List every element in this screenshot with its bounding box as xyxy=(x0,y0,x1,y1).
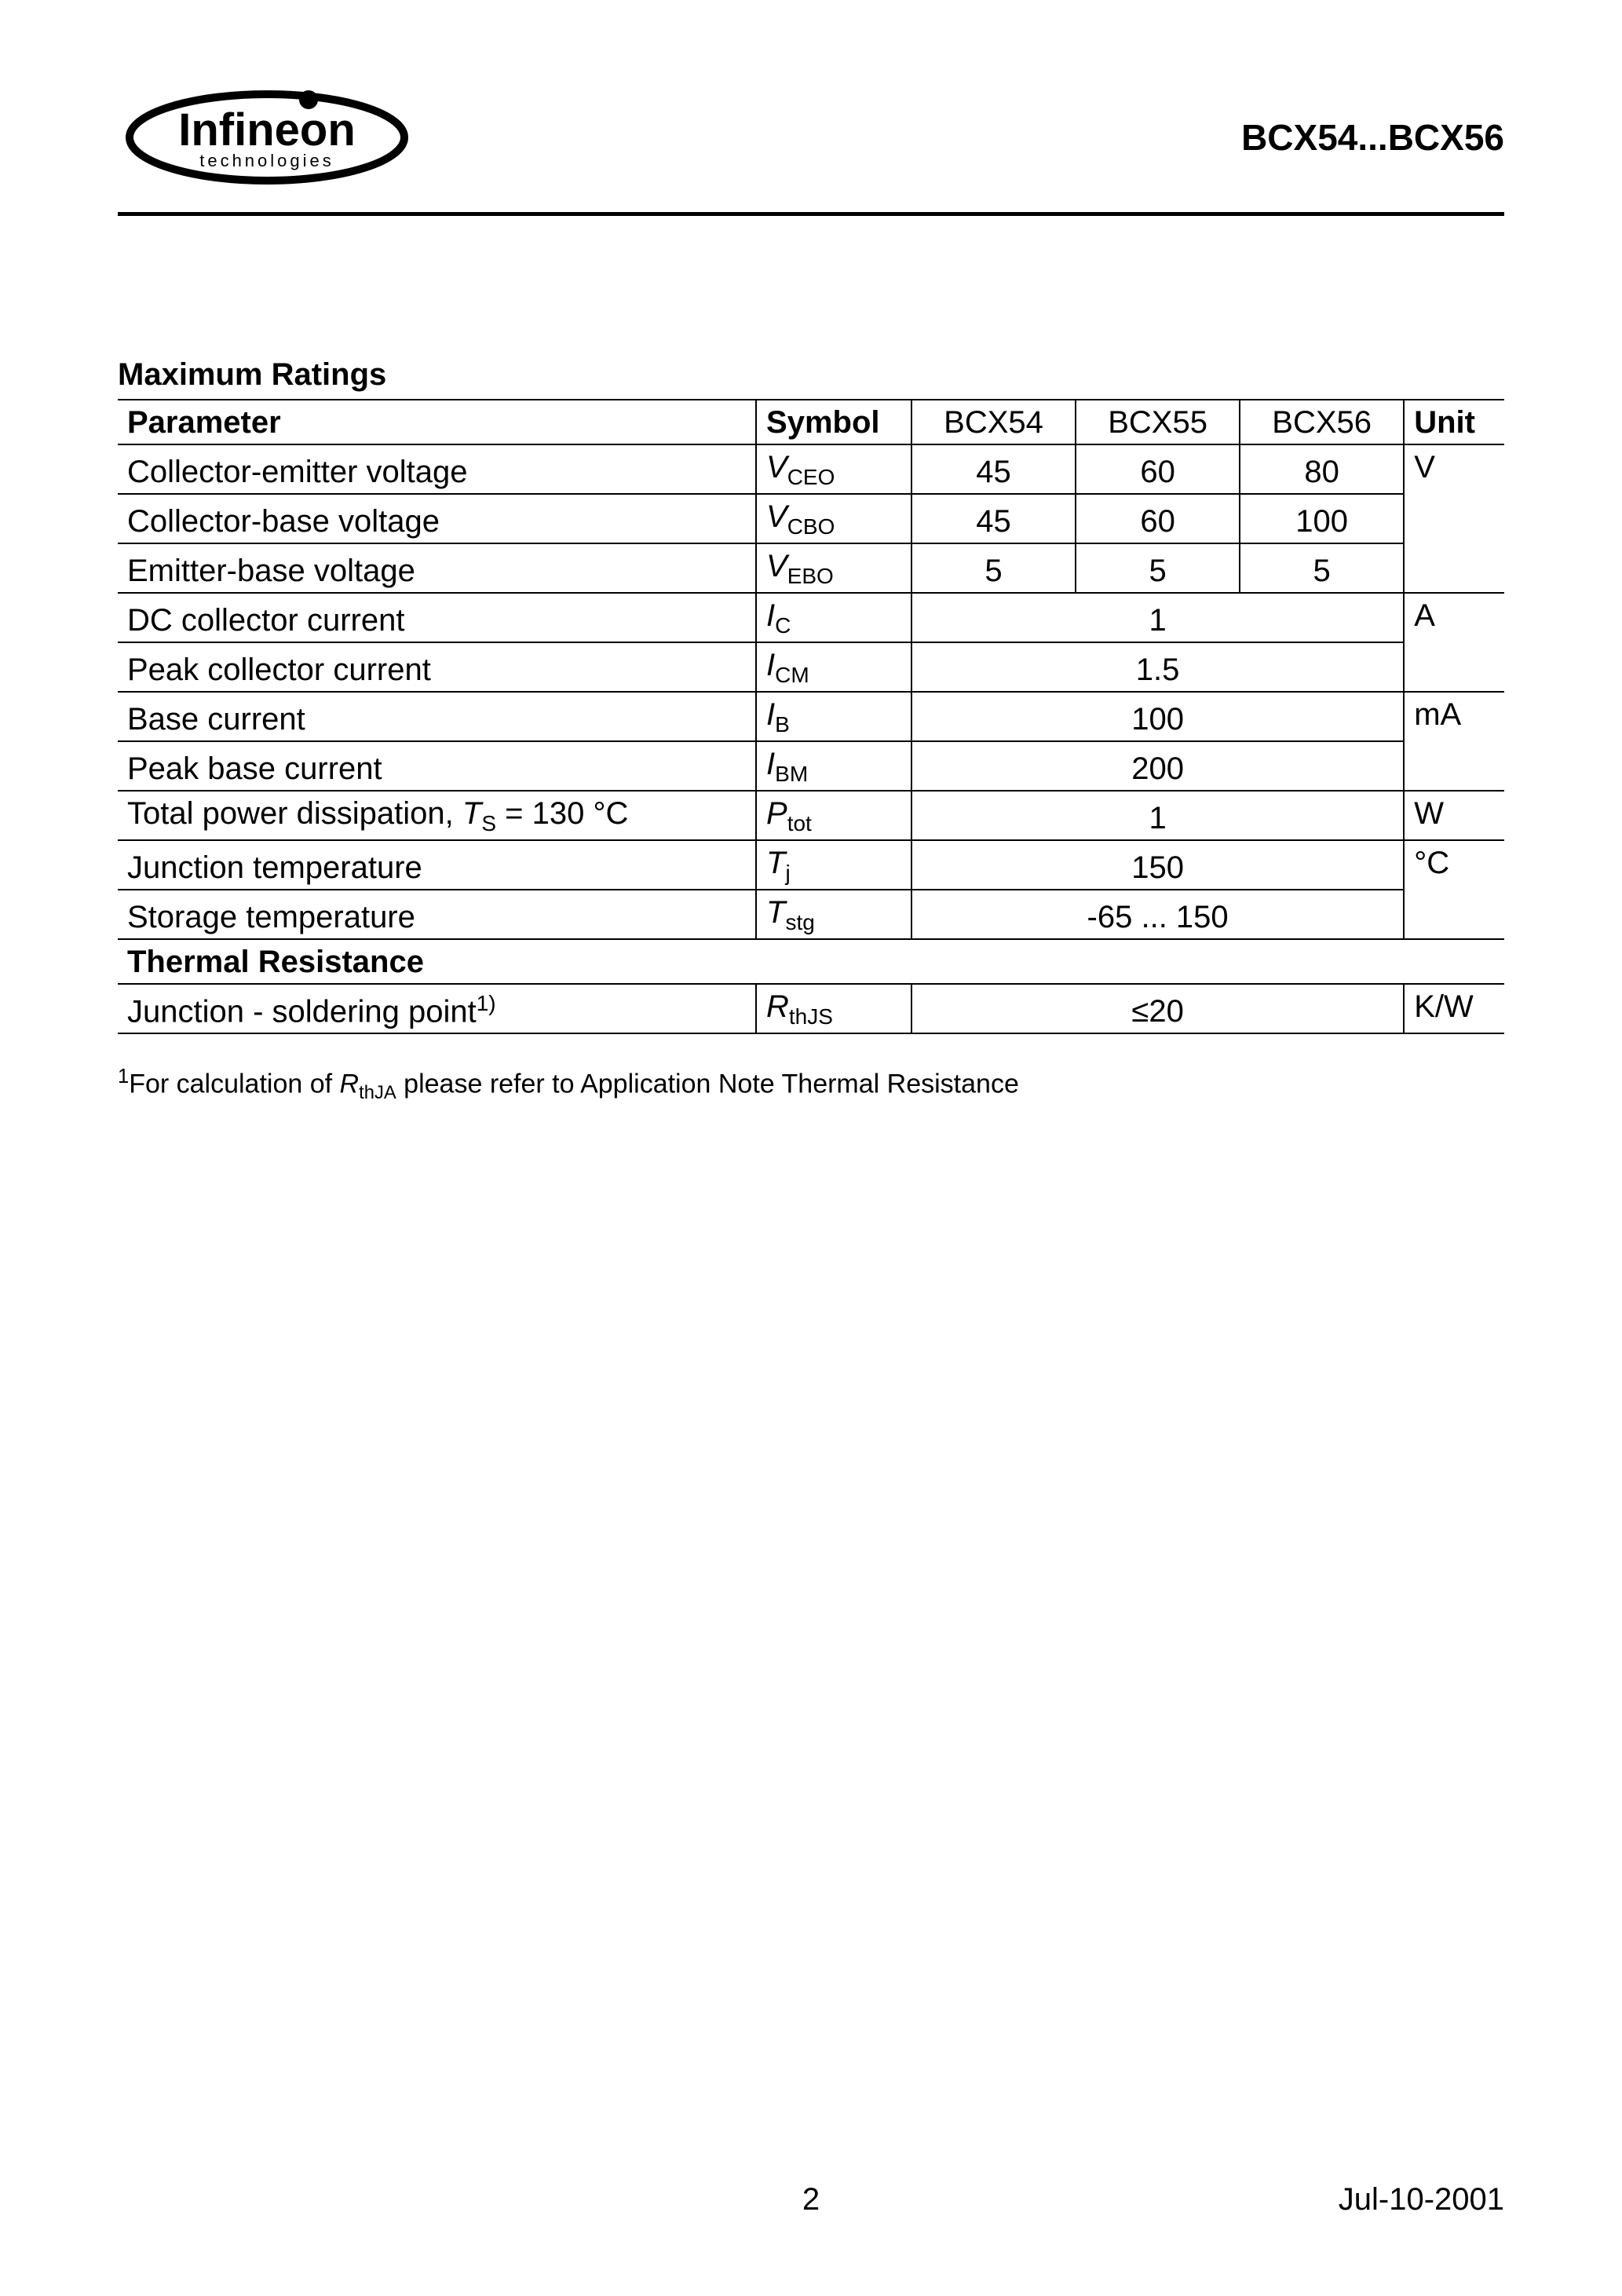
value-cell: 5 xyxy=(1240,543,1404,593)
symbol-cell: VCBO xyxy=(756,494,911,543)
parameter-cell: Emitter-base voltage xyxy=(118,543,756,593)
symbol-cell: IC xyxy=(756,593,911,642)
unit-cell: mA xyxy=(1404,692,1504,791)
table-row: Junction temperatureTj150°C xyxy=(118,840,1504,890)
header-divider xyxy=(118,212,1504,216)
datasheet-page: Infineon technologies BCX54...BCX56 Maxi… xyxy=(0,0,1622,2296)
footnote-post: please refer to Application Note Thermal… xyxy=(396,1069,1019,1099)
col-header-unit: Unit xyxy=(1404,400,1504,444)
symbol-cell: IBM xyxy=(756,741,911,791)
parameter-cell: Junction temperature xyxy=(118,840,756,890)
symbol-cell: IB xyxy=(756,692,911,741)
parameter-cell: Peak collector current xyxy=(118,642,756,692)
page-footer: 2 Jul-10-2001 xyxy=(118,2182,1504,2217)
footnote-sym-sub: thJA xyxy=(359,1082,396,1103)
value-cell-merged: 1.5 xyxy=(911,642,1404,692)
symbol-cell: ICM xyxy=(756,642,911,692)
symbol-cell: Tj xyxy=(756,840,911,890)
table-row: Emitter-base voltageVEBO555 xyxy=(118,543,1504,593)
section-row-thermal: Thermal Resistance xyxy=(118,939,1504,984)
value-cell: 60 xyxy=(1076,444,1240,494)
table-row: DC collector currentIC1A xyxy=(118,593,1504,642)
parameter-cell: Total power dissipation, TS = 130 °C xyxy=(118,791,756,840)
page-header: Infineon technologies BCX54...BCX56 xyxy=(118,79,1504,196)
value-cell: 80 xyxy=(1240,444,1404,494)
value-cell-merged: 150 xyxy=(911,840,1404,890)
symbol-cell: VCEO xyxy=(756,444,911,494)
table-row: Collector-base voltageVCBO4560100 xyxy=(118,494,1504,543)
section-title-thermal: Thermal Resistance xyxy=(118,939,1504,984)
section-title-max-ratings: Maximum Ratings xyxy=(118,357,1504,393)
symbol-cell: Tstg xyxy=(756,890,911,939)
table-row: Storage temperatureTstg-65 ... 150 xyxy=(118,890,1504,939)
logo-company-text: Infineon xyxy=(178,104,356,155)
part-number-title: BCX54...BCX56 xyxy=(1241,116,1504,159)
col-header-symbol: Symbol xyxy=(756,400,911,444)
value-cell-merged: ≤20 xyxy=(911,984,1404,1033)
table-row: Base currentIB100mA xyxy=(118,692,1504,741)
unit-cell: K/W xyxy=(1404,984,1504,1033)
value-cell-merged: 200 xyxy=(911,741,1404,791)
footnote-number: 1 xyxy=(118,1066,129,1088)
col-header-bcx55: BCX55 xyxy=(1076,400,1240,444)
table-row: Total power dissipation, TS = 130 °CPtot… xyxy=(118,791,1504,840)
footer-date: Jul-10-2001 xyxy=(1339,2182,1504,2217)
footnote-pre: For calculation of xyxy=(129,1069,339,1099)
value-cell: 100 xyxy=(1240,494,1404,543)
footer-page-number: 2 xyxy=(802,2182,820,2217)
table-row: Junction - soldering point1)RthJS≤20K/W xyxy=(118,984,1504,1033)
parameter-cell: Collector-base voltage xyxy=(118,494,756,543)
value-cell: 45 xyxy=(911,494,1076,543)
symbol-cell: VEBO xyxy=(756,543,911,593)
value-cell: 5 xyxy=(911,543,1076,593)
value-cell: 45 xyxy=(911,444,1076,494)
parameter-cell: Peak base current xyxy=(118,741,756,791)
col-header-bcx56: BCX56 xyxy=(1240,400,1404,444)
table-row: Collector-emitter voltageVCEO456080V xyxy=(118,444,1504,494)
value-cell: 60 xyxy=(1076,494,1240,543)
value-cell-merged: 1 xyxy=(911,593,1404,642)
value-cell-merged: 100 xyxy=(911,692,1404,741)
parameter-cell: Collector-emitter voltage xyxy=(118,444,756,494)
symbol-cell: Ptot xyxy=(756,791,911,840)
table-header-row: Parameter Symbol BCX54 BCX55 BCX56 Unit xyxy=(118,400,1504,444)
parameter-cell: Base current xyxy=(118,692,756,741)
unit-cell: °C xyxy=(1404,840,1504,939)
ratings-table: Parameter Symbol BCX54 BCX55 BCX56 Unit … xyxy=(118,399,1504,1034)
logo-tagline-text: technologies xyxy=(199,151,334,170)
col-header-parameter: Parameter xyxy=(118,400,756,444)
symbol-cell: RthJS xyxy=(756,984,911,1033)
col-header-bcx54: BCX54 xyxy=(911,400,1076,444)
table-row: Peak base currentIBM200 xyxy=(118,741,1504,791)
footnote-sym-main: R xyxy=(340,1069,360,1099)
value-cell: 5 xyxy=(1076,543,1240,593)
footnote: 1For calculation of RthJA please refer t… xyxy=(118,1066,1504,1104)
value-cell-merged: -65 ... 150 xyxy=(911,890,1404,939)
unit-cell: V xyxy=(1404,444,1504,593)
value-cell-merged: 1 xyxy=(911,791,1404,840)
infineon-logo: Infineon technologies xyxy=(118,79,416,196)
parameter-cell: Storage temperature xyxy=(118,890,756,939)
unit-cell: A xyxy=(1404,593,1504,692)
unit-cell: W xyxy=(1404,791,1504,840)
table-row: Peak collector currentICM1.5 xyxy=(118,642,1504,692)
parameter-cell: DC collector current xyxy=(118,593,756,642)
parameter-cell: Junction - soldering point1) xyxy=(118,984,756,1033)
